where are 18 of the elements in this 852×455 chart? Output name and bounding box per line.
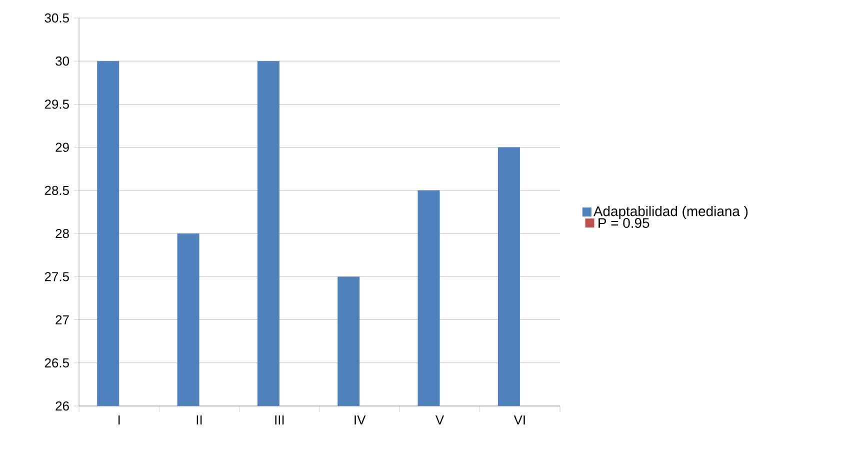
y-tick-label: 26.5 <box>44 358 69 368</box>
y-tick-label: 29.5 <box>44 100 69 109</box>
y-tick-label: 29 <box>56 142 69 152</box>
legend-label: Adaptabilidad (mediana ) <box>593 206 748 219</box>
y-tick-label: 30.5 <box>44 13 69 23</box>
x-tick-label: V <box>436 416 444 424</box>
legend-label: P = 0.95 <box>598 218 650 228</box>
y-tick-label: 27 <box>56 315 69 324</box>
x-tick-label: VI <box>514 416 525 424</box>
y-tick-label: 28.5 <box>44 186 69 196</box>
y-tick-label: 26 <box>56 401 69 411</box>
x-tick-label: I <box>118 416 120 424</box>
x-tick-label: IV <box>354 416 366 424</box>
y-tick-label: 30 <box>56 56 69 66</box>
y-tick-label: 27.5 <box>44 272 69 282</box>
x-tick-label: III <box>275 416 284 424</box>
y-tick-label: 28 <box>56 228 69 238</box>
x-tick-label: II <box>196 416 202 424</box>
